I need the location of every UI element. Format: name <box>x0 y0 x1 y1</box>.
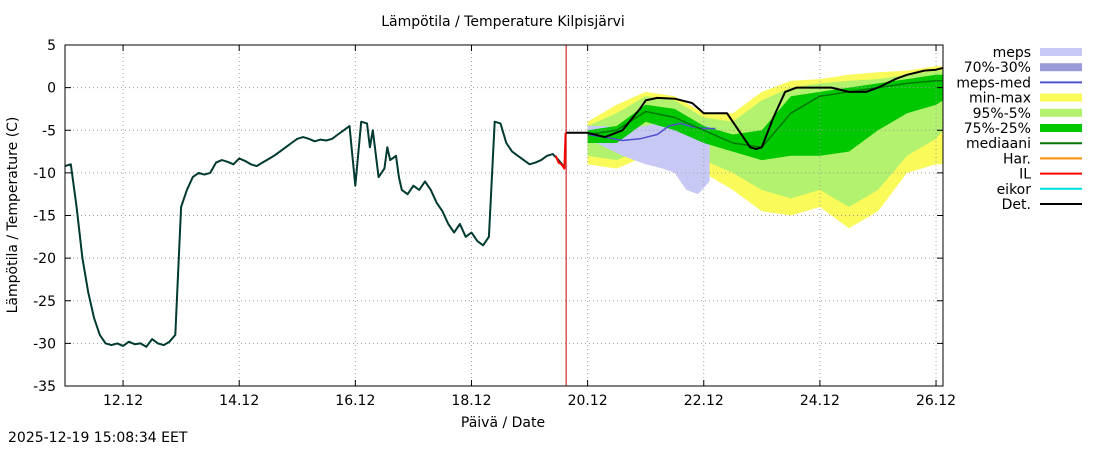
chart-title: Lämpötila / Temperature Kilpisjärvi <box>381 14 625 30</box>
legend-label: 75%-25% <box>964 121 1031 137</box>
legend: meps70%-30%meps-medmin-max95%-5%75%-25%m… <box>956 45 1082 213</box>
timestamp: 2025-12-19 15:08:34 EET <box>8 430 188 446</box>
y-tick-label: -10 <box>33 166 56 182</box>
legend-label: mediaani <box>966 136 1031 152</box>
band-75-25 <box>587 74 943 161</box>
y-axis-label: Lämpötila / Temperature (C) <box>5 117 21 314</box>
y-tick-label: -35 <box>33 379 56 395</box>
y-tick-label: -30 <box>33 336 56 352</box>
legend-label: meps <box>993 45 1031 61</box>
y-tick-label: 5 <box>47 38 56 54</box>
legend-label: 70%-30% <box>964 60 1031 76</box>
grid-lines <box>65 45 943 386</box>
legend-label: Det. <box>1002 197 1031 213</box>
forecast-bands <box>587 66 943 229</box>
legend-label: 95%-5% <box>973 106 1031 122</box>
y-tick-label: -25 <box>33 294 56 310</box>
x-tick-label: 12.12 <box>103 393 143 409</box>
legend-label: Har. <box>1003 151 1031 167</box>
legend-swatch <box>1040 63 1082 72</box>
y-tick-label: -5 <box>42 123 56 139</box>
legend-label: meps-med <box>956 75 1031 91</box>
x-tick-label: 14.12 <box>219 393 259 409</box>
x-tick-label: 24.12 <box>800 393 840 409</box>
il-line <box>554 132 567 170</box>
x-tick-label: 18.12 <box>451 393 491 409</box>
y-tick-label: 0 <box>47 81 56 97</box>
legend-swatch <box>1040 124 1082 132</box>
y-tick-label: -15 <box>33 209 56 225</box>
det-line <box>565 67 944 150</box>
legend-label: IL <box>1019 167 1031 183</box>
observed-line <box>64 120 566 348</box>
x-tick-label: 22.12 <box>684 393 724 409</box>
x-tick-label: 20.12 <box>568 393 608 409</box>
legend-label: eikor <box>997 182 1032 198</box>
legend-swatch <box>1040 48 1082 56</box>
series-lines <box>64 45 944 386</box>
axis-ticks: 5 0 -5 -10 -15 -20 -25 -30 -35 12.12 14.12 16.12 18.… <box>33 38 956 409</box>
legend-swatch <box>1040 93 1082 102</box>
y-tick-label: -20 <box>33 251 56 267</box>
x-tick-label: 16.12 <box>335 393 375 409</box>
x-tick-label: 26.12 <box>916 393 956 409</box>
legend-swatch <box>1040 108 1082 117</box>
x-axis-label: Päivä / Date <box>461 415 545 431</box>
median-line <box>587 80 943 149</box>
legend-label: min-max <box>969 91 1031 107</box>
